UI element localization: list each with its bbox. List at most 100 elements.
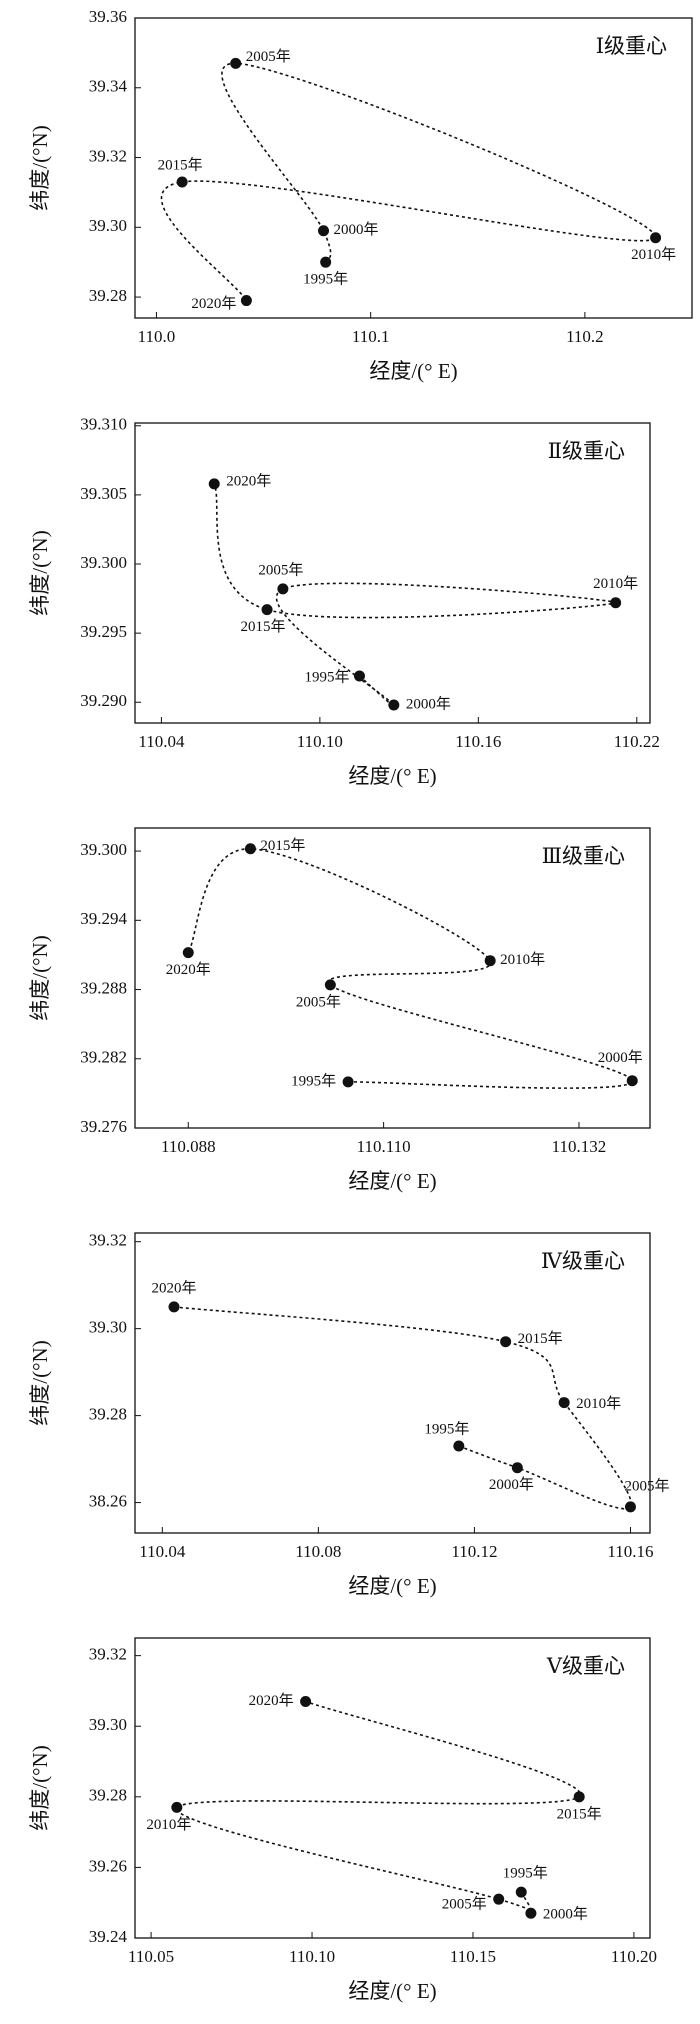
point-label: 2020年 bbox=[152, 1279, 197, 1296]
x-tick-label: 110.08 bbox=[295, 1542, 341, 1561]
point bbox=[515, 1886, 527, 1898]
point bbox=[573, 1791, 585, 1803]
point-label: 2015年 bbox=[260, 837, 305, 854]
y-tick-label: 39.300 bbox=[80, 553, 127, 572]
y-tick-label: 39.28 bbox=[89, 1786, 127, 1805]
x-tick-label: 110.16 bbox=[455, 732, 501, 751]
y-tick-label: 39.305 bbox=[80, 484, 127, 503]
point-label: 1995年 bbox=[304, 668, 349, 685]
y-tick-label: 39.26 bbox=[89, 1856, 127, 1875]
x-axis-label: 经度/(° E) bbox=[348, 764, 436, 788]
y-tick-label: 39.300 bbox=[80, 840, 127, 859]
point-label: 2020年 bbox=[226, 472, 271, 489]
point bbox=[558, 1397, 570, 1409]
point-label: 2005年 bbox=[296, 993, 341, 1010]
y-axis-label: 纬度/(°N) bbox=[28, 935, 52, 1020]
point-label: 1995年 bbox=[291, 1072, 336, 1089]
x-axis-label: 经度/(° E) bbox=[348, 1574, 436, 1598]
x-tick-label: 110.16 bbox=[607, 1542, 653, 1561]
chart: 39.36 39.34 39.32 39.30 39.28 110.0 110.1 110.2… bbox=[28, 7, 693, 383]
x-tick-label: 110.04 bbox=[138, 732, 185, 751]
point-label: 2010年 bbox=[576, 1395, 621, 1412]
point-label: 2020年 bbox=[166, 961, 211, 978]
point bbox=[511, 1462, 523, 1474]
y-tick-label: 39.310 bbox=[80, 415, 127, 434]
plot-frame bbox=[134, 1637, 651, 1939]
point bbox=[208, 478, 220, 490]
y-tick-label: 39.32 bbox=[89, 1645, 127, 1664]
y-tick-label: 39.30 bbox=[89, 1715, 127, 1734]
y-tick-label: 39.294 bbox=[80, 909, 127, 928]
x-tick-label: 110.2 bbox=[566, 327, 604, 346]
y-axis-label: 纬度/(°N) bbox=[28, 1745, 52, 1830]
point-label: 2020年 bbox=[191, 295, 236, 312]
point bbox=[626, 1075, 638, 1087]
chart-title: Ⅰ级重心 bbox=[596, 34, 667, 58]
point-label: 2005年 bbox=[258, 561, 303, 578]
point bbox=[171, 1801, 183, 1813]
chart-title: Ⅴ级重心 bbox=[546, 1654, 625, 1678]
point-label: 1995年 bbox=[503, 1865, 548, 1882]
x-tick-label: 110.12 bbox=[451, 1542, 497, 1561]
y-tick-label: 39.276 bbox=[80, 1117, 127, 1136]
x-axis-label: 经度/(° E) bbox=[348, 1169, 436, 1193]
y-tick-label: 39.288 bbox=[80, 978, 127, 997]
point bbox=[388, 699, 400, 711]
point-label: 2005年 bbox=[624, 1477, 669, 1494]
point-label: 2020年 bbox=[249, 1692, 294, 1709]
point bbox=[353, 670, 365, 682]
chart: 39.310 39.305 39.300 39.295 39.290 110.04 110.… bbox=[28, 415, 660, 788]
point-label: 2000年 bbox=[334, 221, 379, 238]
x-axis-label: 经度/(° E) bbox=[369, 359, 457, 383]
y-tick-label: 39.30 bbox=[89, 1318, 127, 1337]
point-label: 2010年 bbox=[146, 1816, 191, 1833]
point-label: 2000年 bbox=[406, 695, 451, 712]
x-tick-label: 110.22 bbox=[614, 732, 660, 751]
chart: 39.32 39.30 39.28 38.26 110.04 110.08 110.12 11… bbox=[28, 1231, 670, 1598]
point-label: 2000年 bbox=[598, 1049, 643, 1066]
point-label: 2015年 bbox=[241, 618, 286, 635]
point bbox=[320, 256, 332, 268]
x-tick-label: 110.110 bbox=[357, 1137, 411, 1156]
point-label: 2015年 bbox=[557, 1805, 602, 1822]
point-label: 2000年 bbox=[543, 1906, 588, 1923]
point bbox=[493, 1893, 505, 1905]
trajectory bbox=[187, 847, 634, 1089]
chart-title: Ⅲ级重心 bbox=[542, 844, 625, 868]
x-tick-label: 110.0 bbox=[138, 327, 176, 346]
x-tick-label: 110.1 bbox=[352, 327, 390, 346]
trajectory bbox=[176, 1700, 582, 1915]
x-tick-label: 110.10 bbox=[289, 1947, 335, 1966]
y-tick-label: 39.34 bbox=[89, 77, 128, 96]
plot-frame bbox=[134, 17, 693, 319]
point-label: 2010年 bbox=[593, 575, 638, 592]
y-tick-label: 39.36 bbox=[89, 7, 127, 26]
point bbox=[244, 843, 256, 855]
point bbox=[342, 1076, 354, 1088]
point bbox=[240, 295, 252, 307]
point-label: 2005年 bbox=[246, 48, 291, 65]
y-tick-label: 39.282 bbox=[80, 1048, 127, 1067]
point bbox=[624, 1501, 636, 1513]
y-tick-label: 39.32 bbox=[89, 146, 127, 165]
y-tick-label: 39.28 bbox=[89, 286, 127, 305]
trajectory bbox=[161, 62, 657, 301]
point bbox=[324, 979, 336, 991]
point bbox=[277, 583, 289, 595]
point bbox=[484, 955, 496, 967]
point-label: 2015年 bbox=[158, 156, 203, 173]
point bbox=[650, 232, 662, 244]
y-tick-label: 39.30 bbox=[89, 216, 127, 235]
y-tick-label: 38.26 bbox=[89, 1491, 127, 1510]
y-axis-label: 纬度/(°N) bbox=[28, 530, 52, 615]
y-axis-label: 纬度/(°N) bbox=[28, 1340, 52, 1425]
trajectory bbox=[213, 483, 617, 709]
point-label: 2010年 bbox=[631, 246, 676, 263]
point bbox=[300, 1696, 312, 1708]
point bbox=[176, 176, 188, 188]
x-axis-label: 经度/(° E) bbox=[348, 1979, 436, 2003]
y-axis-label: 纬度/(°N) bbox=[28, 125, 52, 210]
point-label: 1995年 bbox=[303, 271, 348, 288]
x-tick-label: 110.088 bbox=[161, 1137, 216, 1156]
